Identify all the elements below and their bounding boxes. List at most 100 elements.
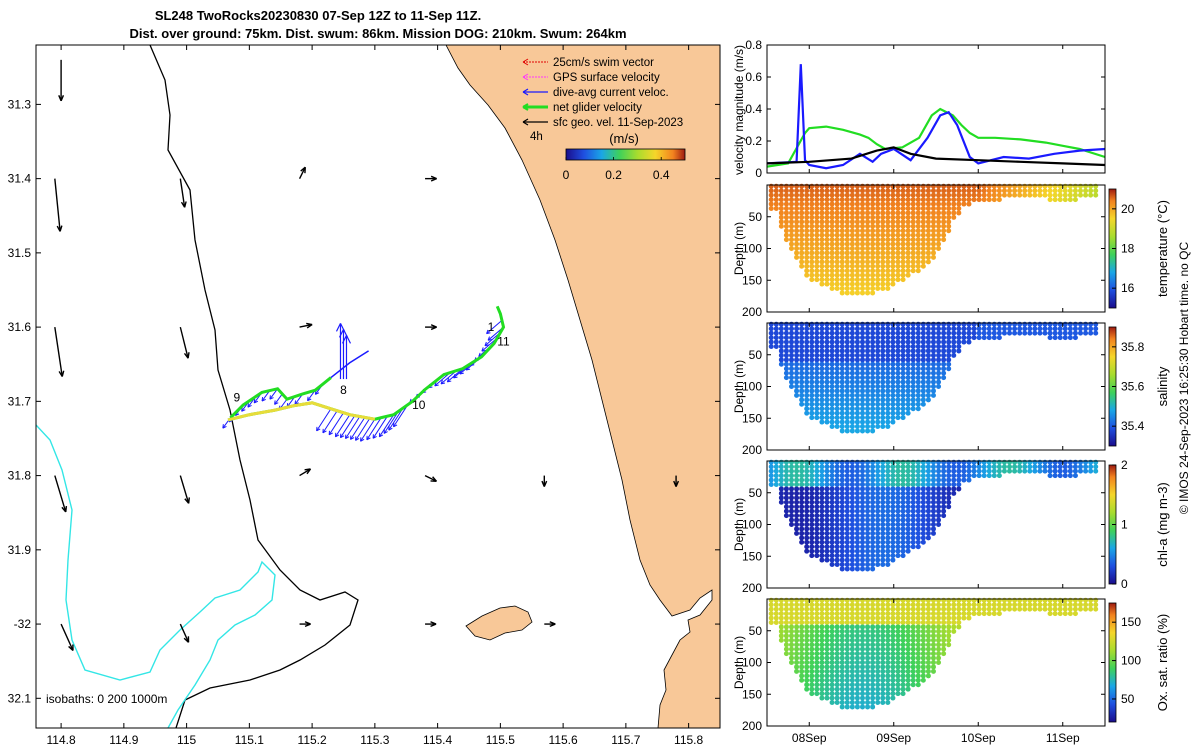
profile-dot <box>839 201 845 207</box>
profile-dot <box>859 504 865 510</box>
profile-dot <box>885 361 891 367</box>
profile-dot <box>849 397 855 403</box>
profile-dot <box>844 259 850 265</box>
profile-dot <box>915 392 921 398</box>
profile-dot <box>910 343 916 349</box>
profile-dot <box>905 660 911 665</box>
profile-dot <box>854 695 860 701</box>
profile-dot <box>936 339 942 345</box>
map-ytick-label: 31.9 <box>8 543 32 557</box>
profile-dot <box>885 388 891 394</box>
profile-dot <box>865 246 871 251</box>
profile-dot <box>910 544 916 550</box>
profile-dot <box>930 348 936 354</box>
profile-dot <box>834 562 840 568</box>
profile-dot <box>854 539 860 545</box>
profile-dot <box>778 633 784 639</box>
profile-dot <box>849 281 855 287</box>
profile-dot <box>854 513 860 519</box>
profile-dot <box>799 628 805 634</box>
profile-dot <box>829 410 835 416</box>
profile-dot <box>910 660 916 665</box>
profile-dot <box>794 664 800 670</box>
profile-dot <box>870 424 876 430</box>
profile-dot <box>849 410 855 416</box>
profile-dot <box>991 335 997 341</box>
profile-dot <box>865 628 871 634</box>
profile-dot <box>1022 464 1028 470</box>
profile-dot <box>941 219 947 225</box>
profile-dot <box>814 677 820 683</box>
profile-dot <box>839 539 845 545</box>
profile-dot <box>870 370 876 376</box>
profile-dot <box>809 677 815 683</box>
profile-dot <box>824 357 830 363</box>
day-label: 10 <box>412 398 426 412</box>
profile-dot <box>870 201 876 207</box>
profile-dot <box>834 415 840 421</box>
profile-dot <box>936 361 942 367</box>
profile-dot <box>895 655 901 661</box>
profile-dot <box>865 530 871 536</box>
profile-dot <box>910 602 916 608</box>
profile-dot <box>819 219 825 225</box>
profile-dot <box>870 611 876 617</box>
profile-dot <box>915 477 921 483</box>
profile-dot <box>981 473 987 479</box>
profile-dot <box>773 188 779 194</box>
profile-dot <box>875 419 881 425</box>
profile-dot <box>875 548 881 554</box>
profile-dot <box>920 504 926 510</box>
profile-dot <box>824 335 830 341</box>
geo-vector-head <box>183 352 190 359</box>
profile-dot <box>925 379 931 385</box>
profile-dot <box>834 188 840 194</box>
profile-dot <box>839 272 845 278</box>
profile-dot <box>925 232 931 238</box>
profile-dot <box>890 419 896 425</box>
profile-dot <box>885 281 891 287</box>
profile-dot <box>865 473 871 479</box>
profile-dot <box>854 250 860 256</box>
profile-dot <box>829 370 835 376</box>
profile-dot <box>890 375 896 381</box>
profile-dot <box>819 415 825 421</box>
geo-vector-head <box>300 166 306 174</box>
map-ytick-label: 31.4 <box>8 172 32 186</box>
profile-dot <box>834 281 840 287</box>
dive-avg-arrow-head <box>378 432 384 438</box>
profile-dot <box>865 406 871 412</box>
profile-dot <box>930 655 936 661</box>
profile-dot <box>804 210 810 216</box>
profile-dot <box>783 237 789 243</box>
profile-dot <box>778 499 784 505</box>
profile-dot <box>966 188 972 194</box>
profile-dot <box>915 339 921 345</box>
profile-dot <box>814 384 820 389</box>
profile-dot <box>895 277 901 283</box>
profile-dot <box>849 424 855 430</box>
profile-dot <box>854 348 860 354</box>
profile-dot <box>789 495 795 501</box>
profile-dot <box>870 673 876 679</box>
profile-dot <box>880 615 886 621</box>
profile-dot <box>905 633 911 639</box>
profile-dot <box>915 530 921 536</box>
profile-dot <box>849 259 855 265</box>
profile-dot <box>814 254 820 260</box>
profile-dot <box>951 192 957 198</box>
profile-dot <box>890 615 896 621</box>
profile-dot <box>875 250 881 256</box>
profile-dot <box>844 348 850 354</box>
profile-dot <box>768 188 774 194</box>
profile-dot <box>925 508 931 514</box>
profile-dot <box>966 192 972 198</box>
profile-dot <box>809 330 815 336</box>
profile-dot <box>1057 192 1063 198</box>
profile-dot <box>870 343 876 349</box>
profile-dot <box>814 330 820 336</box>
profile-dot <box>880 352 886 358</box>
profile-dot <box>809 468 815 474</box>
profile-dot <box>809 548 815 554</box>
profile-dot <box>778 197 784 203</box>
